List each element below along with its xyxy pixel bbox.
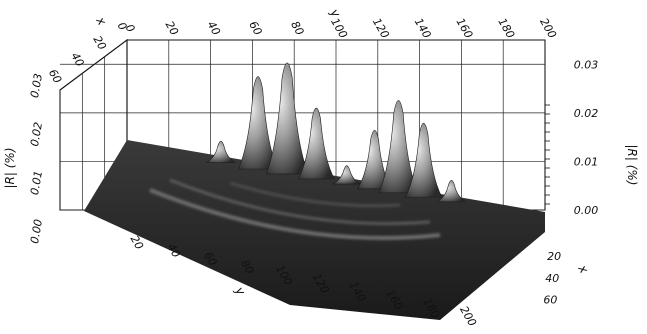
back-y-tick-label: 20 (163, 19, 181, 38)
ripple-arc-1 (149, 188, 441, 240)
back-y-tick-label: 120 (370, 16, 392, 41)
surface-peaks (205, 62, 467, 203)
back-x-tick-label: 40 (68, 50, 86, 69)
left-z-tick-label: 0.03 (28, 72, 45, 98)
back-y-tick-label: 60 (246, 19, 264, 38)
surface-peak (332, 165, 362, 185)
front-y-tick-label: 80 (238, 258, 256, 277)
z-axis-label-right: |R| (%) (625, 144, 639, 185)
back-y-tick-label: 40 (205, 19, 223, 38)
back-y-tick-label: 200 (537, 16, 559, 41)
front-x-tick-label: 60 (543, 294, 557, 307)
back-y-tick-label: 140 (412, 16, 434, 41)
front-x-tick-label: 40 (545, 272, 559, 285)
right-z-tick-label: 0.01 (574, 155, 599, 168)
surface-peak (378, 100, 419, 194)
surface-peak (237, 76, 279, 170)
left-z-tick-label: 0.01 (28, 170, 45, 196)
x-axis-label-front: x (575, 262, 592, 277)
surface-peak (205, 140, 237, 163)
back-y-tick-label: 100 (328, 16, 350, 41)
right-z-tick-label: 0.03 (574, 58, 599, 71)
surface-ripples (149, 178, 441, 240)
surface-peak (265, 62, 309, 175)
ripple-arc-2 (169, 178, 431, 226)
x-axis-label-back: x (93, 14, 110, 29)
front-y-tick-label: 40 (165, 241, 183, 260)
back-x-tick-label: 20 (91, 34, 109, 53)
right-z-tick-label: 0.02 (574, 107, 599, 120)
front-y-tick-label: 200 (457, 304, 479, 329)
surface-peak (404, 122, 443, 198)
y-axis-label-front: y (232, 284, 249, 299)
z-axis-label-left: |R| (%) (3, 147, 17, 188)
surface-peak (435, 180, 467, 203)
ripple-arc-3 (229, 181, 401, 208)
left-z-tick-label: 0.00 (28, 218, 45, 244)
back-y-tick-label: 80 (288, 19, 306, 38)
back-x-tick-label: 60 (46, 67, 64, 86)
right-z-tick-label: 0.00 (574, 204, 599, 217)
surface-floor (84, 140, 545, 320)
front-y-tick-label: 20 (128, 233, 146, 252)
back-y-tick-label: 160 (454, 16, 476, 41)
left-z-tick-label: 0.02 (28, 121, 45, 147)
front-y-tick-label: 60 (201, 250, 219, 269)
front-x-tick-label: 20 (547, 250, 561, 263)
back-y-tick-label: 180 (495, 16, 517, 41)
surface-peak (297, 107, 335, 180)
